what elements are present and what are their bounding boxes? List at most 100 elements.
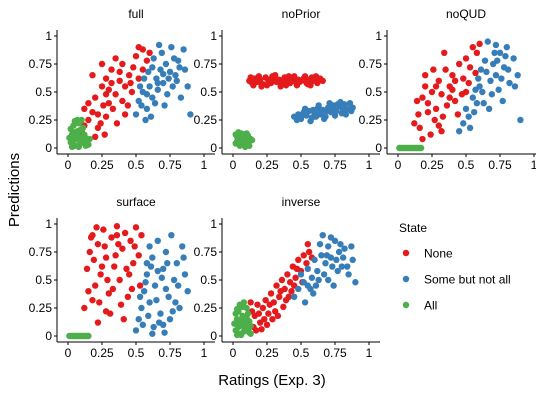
data-point bbox=[136, 293, 144, 300]
data-point bbox=[135, 316, 142, 323]
data-point bbox=[456, 60, 463, 68]
data-point bbox=[476, 40, 483, 48]
data-point bbox=[92, 133, 99, 140]
data-point bbox=[165, 293, 172, 300]
data-point bbox=[304, 80, 311, 88]
data-point bbox=[511, 83, 519, 90]
data-point bbox=[483, 68, 490, 76]
data-point bbox=[348, 243, 355, 250]
series-some-but-not-all bbox=[291, 98, 356, 125]
data-point bbox=[132, 327, 140, 334]
data-point bbox=[469, 44, 476, 51]
data-point bbox=[491, 49, 498, 56]
data-point bbox=[164, 91, 171, 98]
data-point bbox=[173, 260, 180, 267]
data-point bbox=[233, 305, 241, 313]
data-point bbox=[116, 77, 123, 85]
data-point bbox=[352, 279, 359, 286]
y-tick-label: 1 bbox=[375, 29, 382, 43]
data-point bbox=[131, 243, 138, 250]
data-point bbox=[432, 105, 440, 113]
y-tick-label: 0.5 bbox=[365, 85, 382, 99]
data-point bbox=[454, 111, 462, 118]
data-point bbox=[341, 245, 348, 252]
x-tick-label: 0.5 bbox=[128, 346, 145, 360]
data-point bbox=[262, 296, 269, 304]
data-point bbox=[236, 319, 243, 326]
data-point bbox=[417, 144, 425, 152]
x-tick-label: 0.5 bbox=[293, 158, 310, 172]
data-point bbox=[102, 113, 110, 120]
x-tick-label: 0.25 bbox=[255, 346, 279, 360]
x-tick-label: 0.5 bbox=[458, 158, 475, 172]
series-all bbox=[232, 129, 256, 151]
data-point bbox=[142, 279, 149, 286]
data-point bbox=[460, 75, 467, 82]
data-point bbox=[160, 321, 167, 328]
data-point bbox=[300, 252, 307, 259]
data-point bbox=[271, 72, 279, 79]
data-point bbox=[472, 69, 479, 77]
data-point bbox=[146, 299, 153, 306]
data-point bbox=[102, 75, 110, 82]
data-point bbox=[147, 113, 155, 120]
legend-title: State bbox=[399, 221, 427, 235]
data-point bbox=[243, 314, 250, 322]
data-point bbox=[113, 232, 121, 239]
data-point bbox=[254, 301, 261, 308]
panel-title: noQUD bbox=[446, 7, 486, 21]
x-tick-label: 0 bbox=[65, 158, 72, 172]
data-point bbox=[323, 107, 331, 115]
data-point bbox=[435, 77, 442, 85]
data-point bbox=[126, 271, 133, 278]
data-point bbox=[166, 316, 174, 323]
data-point bbox=[112, 91, 119, 98]
data-point bbox=[261, 316, 268, 323]
data-point bbox=[143, 260, 151, 267]
data-point bbox=[132, 111, 140, 118]
data-point bbox=[243, 130, 250, 137]
x-tick-label: 0.75 bbox=[158, 158, 182, 172]
data-point bbox=[456, 128, 463, 135]
data-point bbox=[145, 68, 152, 76]
series-some-but-not-all bbox=[132, 41, 194, 124]
data-point bbox=[430, 66, 437, 73]
data-point bbox=[499, 97, 506, 105]
y-tick-label: 0 bbox=[45, 141, 52, 155]
data-point bbox=[263, 82, 271, 89]
y-tick-label: 0.25 bbox=[359, 113, 383, 127]
legend-key bbox=[402, 249, 410, 257]
data-point bbox=[492, 72, 500, 79]
x-tick-label: 1 bbox=[201, 158, 208, 172]
y-tick-label: 1 bbox=[45, 217, 52, 231]
data-point bbox=[89, 296, 96, 304]
data-point bbox=[485, 105, 493, 113]
y-tick-label: 0 bbox=[45, 329, 52, 343]
data-point bbox=[320, 115, 328, 123]
y-tick-label: 0.75 bbox=[29, 57, 53, 71]
data-point bbox=[161, 329, 168, 336]
data-point bbox=[311, 256, 318, 264]
data-point bbox=[154, 267, 161, 275]
data-point bbox=[484, 38, 491, 45]
data-point bbox=[301, 73, 309, 80]
data-point bbox=[315, 276, 322, 284]
data-point bbox=[164, 260, 171, 267]
data-point bbox=[304, 282, 311, 289]
data-point bbox=[100, 102, 107, 109]
data-point bbox=[112, 252, 119, 259]
data-point bbox=[113, 120, 121, 127]
data-point bbox=[267, 290, 275, 297]
x-tick-label: 0.75 bbox=[158, 346, 182, 360]
data-point bbox=[344, 263, 351, 270]
y-tick-label: 0.75 bbox=[359, 57, 383, 71]
data-point bbox=[121, 83, 129, 90]
data-point bbox=[184, 288, 191, 295]
panel-title: inverse bbox=[282, 195, 321, 209]
data-point bbox=[432, 83, 440, 90]
series-all bbox=[66, 332, 92, 340]
data-point bbox=[466, 64, 474, 71]
data-point bbox=[416, 124, 423, 132]
